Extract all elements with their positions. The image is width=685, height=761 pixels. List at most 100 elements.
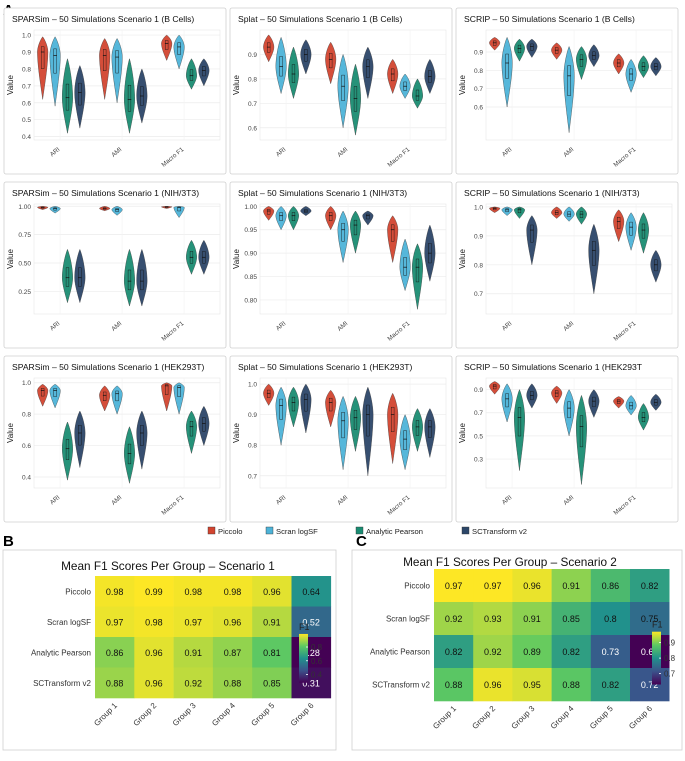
violin <box>62 58 73 134</box>
box <box>41 388 45 397</box>
box <box>304 49 308 62</box>
heatmap-cell <box>512 569 552 603</box>
box <box>617 217 621 229</box>
violin <box>613 53 625 75</box>
violin <box>412 243 423 310</box>
panel-title: SPARSim – 50 Simulations Scenario 1 (HEK… <box>12 362 204 372</box>
y-tick-label: 0.8 <box>474 262 483 269</box>
violin <box>124 426 135 484</box>
violin <box>489 37 501 51</box>
violin <box>551 42 563 60</box>
heatmap-value: 0.98 <box>145 617 163 627</box>
violin <box>111 206 123 216</box>
heatmap-cell <box>434 668 474 702</box>
violin <box>62 248 73 303</box>
panel-title: SPARSim – 50 Simulations Scenario 1 (B C… <box>12 14 194 24</box>
box <box>53 207 57 211</box>
violin-panel-6: SCRIP – 50 Simulations Scenario 1 (NIH/3… <box>455 181 679 349</box>
y-tick-label: 0.50 <box>18 260 31 267</box>
box <box>530 43 534 51</box>
box <box>140 269 144 291</box>
plot-area <box>485 29 673 141</box>
violin <box>275 206 287 231</box>
heatmap-row-label: Scran logSF <box>386 615 430 624</box>
heatmap-cell <box>212 606 253 638</box>
heatmap-value: 0.92 <box>184 678 202 688</box>
heatmap-value: 0.96 <box>263 587 281 597</box>
violin <box>37 206 49 210</box>
box <box>189 69 194 81</box>
heatmap-row-label: Piccolo <box>404 582 430 591</box>
y-axis-label: Value <box>6 249 15 269</box>
y-tick-label: 0.90 <box>244 251 257 258</box>
box <box>291 212 296 221</box>
heatmap-value: 0.82 <box>445 647 463 657</box>
violin <box>62 421 73 481</box>
panel-title: Splat – 50 Simulations Scenario 1 (NIH/3… <box>238 188 407 198</box>
violin-panel-5: Splat – 50 Simulations Scenario 1 (NIH/3… <box>229 181 453 349</box>
heatmap-value: 0.63 <box>641 647 659 657</box>
panel-title: SCRIP – 50 Simulations Scenario 1 (HEK29… <box>464 362 643 372</box>
violin <box>576 46 587 81</box>
y-tick-label: 0.7 <box>248 101 257 108</box>
box <box>202 66 206 77</box>
y-tick-label: 0.9 <box>474 233 483 240</box>
y-axis-label: Value <box>6 423 15 443</box>
violin <box>424 408 436 458</box>
heatmap-cell <box>291 637 332 668</box>
box <box>629 68 633 81</box>
violin <box>526 215 538 265</box>
box <box>177 206 181 212</box>
heatmap-cell <box>630 602 670 636</box>
heatmap-value: 0.97 <box>106 617 124 627</box>
heatmap-value: 0.93 <box>484 614 502 624</box>
violin <box>387 59 399 95</box>
heatmap-value: 0.92 <box>484 647 502 657</box>
y-tick-label: 0.8 <box>22 66 31 73</box>
panel-letter-b: B <box>3 533 14 550</box>
heatmap-value: 0.86 <box>602 581 620 591</box>
violin <box>501 36 513 108</box>
heatmap-cell <box>173 576 214 607</box>
violin <box>362 210 374 226</box>
violin <box>350 63 361 136</box>
violin <box>588 223 600 294</box>
heatmap-cell <box>630 569 670 603</box>
box <box>366 404 370 437</box>
box <box>353 410 358 430</box>
violin <box>526 383 538 409</box>
box <box>555 390 559 397</box>
violin-panel-2: Splat – 50 Simulations Scenario 1 (B Cel… <box>229 7 453 175</box>
violin <box>263 383 275 406</box>
violin <box>362 386 374 476</box>
heatmap-value: 0.88 <box>562 680 580 690</box>
heatmap-value: 0.31 <box>302 678 320 688</box>
box <box>567 401 571 419</box>
heatmap-value: 0.92 <box>445 614 463 624</box>
violin <box>111 38 123 103</box>
violin <box>74 410 86 468</box>
violin <box>263 34 275 63</box>
heatmap-title: Mean F1 Scores Per Group – Scenario 1 <box>61 559 275 573</box>
heatmap-value: 0.88 <box>224 678 242 688</box>
heatmap-cell <box>630 635 670 669</box>
y-tick-label: 0.7 <box>248 473 257 480</box>
heatmap-cell <box>95 576 135 607</box>
violin <box>275 36 287 94</box>
charts-layer: SPARSim – 50 Simulations Scenario 1 (B C… <box>2 7 683 751</box>
heatmap-value: 0.82 <box>641 581 659 591</box>
heatmap-cell <box>590 635 631 669</box>
heatmap-row-label: Analytic Pearson <box>370 648 430 657</box>
heatmap-value: 0.64 <box>302 587 320 597</box>
heatmap-cell <box>434 569 474 603</box>
box <box>291 396 296 412</box>
heatmap-cell <box>291 667 332 699</box>
violin <box>124 58 135 134</box>
y-tick-label: 1.00 <box>18 204 31 211</box>
box <box>517 44 522 54</box>
box <box>403 430 407 451</box>
colorbar-label: F1 <box>652 620 663 630</box>
box <box>279 398 283 420</box>
y-tick-label: 0.80 <box>244 297 257 304</box>
